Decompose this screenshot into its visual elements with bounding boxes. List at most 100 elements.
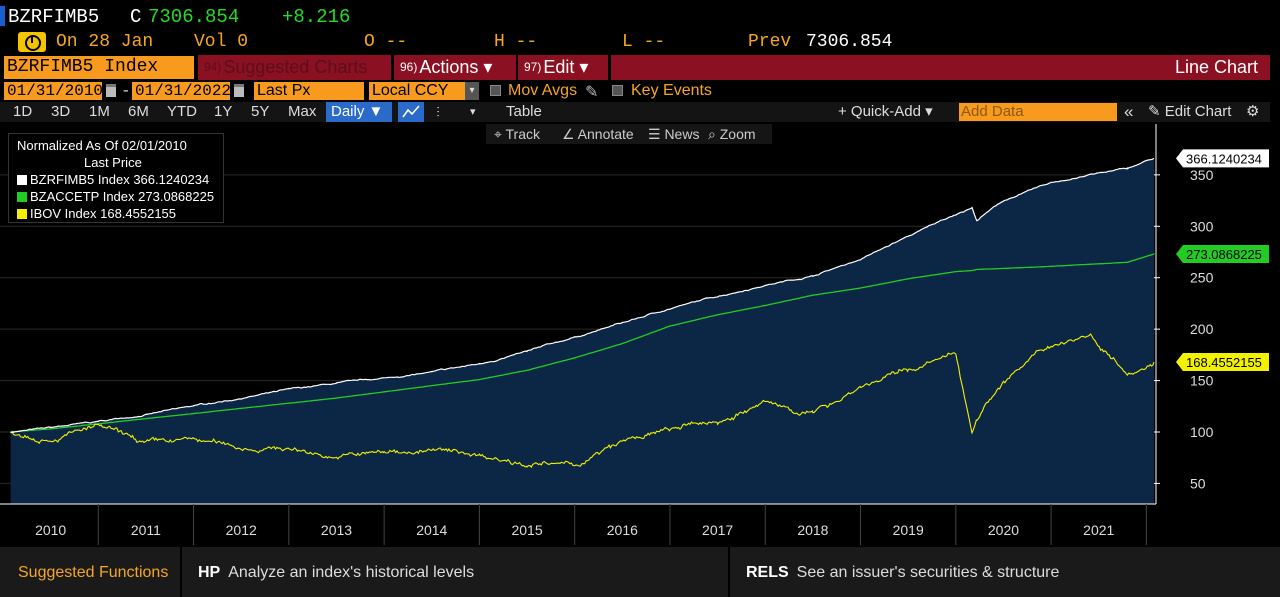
frequency-select[interactable]: Daily ▼ xyxy=(326,102,392,122)
legend-entry-name: BZACCETP Index xyxy=(30,189,135,204)
footer-divider xyxy=(728,547,730,597)
period-3d[interactable]: 3D xyxy=(51,103,71,120)
suggested-functions-label: Suggested Functions xyxy=(18,564,169,581)
field-select[interactable]: Last Px xyxy=(254,82,364,100)
mov-avgs-checkbox[interactable] xyxy=(490,85,501,96)
last-value-tag: 168.4552155 xyxy=(1176,353,1269,372)
function-link-hp[interactable]: HP Analyze an index's historical levels xyxy=(198,547,474,597)
prev-value: 7306.854 xyxy=(806,32,893,52)
quick-add-button[interactable]: + Quick-Add ▾ xyxy=(838,103,933,120)
collapse-icon[interactable]: « xyxy=(1124,102,1134,121)
chevron-down-icon[interactable]: ▾ xyxy=(465,82,479,100)
period-5y[interactable]: 5Y xyxy=(251,103,270,120)
quote-header: BZRFIMB5 C 7306.854 +8.216 xyxy=(0,4,1280,28)
legend-entry-value: 168.4552155 xyxy=(100,206,177,221)
quote-date: On 28 Jan xyxy=(56,32,154,52)
line-chart-icon[interactable] xyxy=(398,102,424,122)
period-1d[interactable]: 1D xyxy=(13,103,33,120)
low-value: L -- xyxy=(622,32,666,52)
last-value-tag: 273.0868225 xyxy=(1176,245,1269,264)
ibov-line xyxy=(10,333,1155,469)
last-value-tag-text: 168.4552155 xyxy=(1186,355,1262,370)
gear-icon[interactable]: ⚙ xyxy=(1246,103,1260,120)
news-tool[interactable]: ☰ News xyxy=(648,126,700,142)
period-1y[interactable]: 1Y xyxy=(214,103,233,120)
x-tick-label: 2017 xyxy=(702,522,733,538)
function-bar: BZRFIMB5 Index 94) Suggested Charts 96) Ac… xyxy=(0,55,1270,80)
last-price: 7306.854 xyxy=(148,6,240,28)
annotate-tool[interactable]: ∠ Annotate xyxy=(562,126,634,142)
security-tab-marker xyxy=(0,6,5,26)
quote-details: On 28 Jan Vol 0 O -- H -- L -- Prev 7306… xyxy=(0,30,1280,54)
security-field[interactable]: BZRFIMB5 Index xyxy=(4,56,194,79)
edit-label: Edit ▾ xyxy=(543,57,589,77)
period-1m[interactable]: 1M xyxy=(89,103,110,120)
y-tick-label: 50 xyxy=(1190,475,1206,491)
zoom-tool[interactable]: ⌕ Zoom xyxy=(708,126,756,142)
ticker: BZRFIMB5 xyxy=(8,6,100,28)
x-tick-label: 2015 xyxy=(511,522,542,538)
legend-title: Normalized As Of 02/01/2010 xyxy=(17,138,187,153)
legend-entry-value: 366.1240234 xyxy=(133,172,210,187)
y-tick-label: 250 xyxy=(1190,270,1214,286)
y-tick-label: 100 xyxy=(1190,424,1214,440)
chart-type-label: Line Chart xyxy=(611,55,1270,80)
period-max[interactable]: Max xyxy=(288,103,317,120)
calendar-icon[interactable] xyxy=(234,84,244,97)
actions-button[interactable]: 96) Actions ▾ xyxy=(394,55,516,80)
actions-number: 96) xyxy=(400,60,418,74)
suggested-charts-number: 94) xyxy=(204,60,222,74)
suggested-charts-button[interactable]: 94) Suggested Charts xyxy=(198,55,391,80)
x-tick-label: 2019 xyxy=(893,522,924,538)
edit-button[interactable]: 97) Edit ▾ xyxy=(518,55,608,80)
x-tick-label: 2020 xyxy=(988,522,1019,538)
actions-label: Actions ▾ xyxy=(419,57,493,77)
chevron-down-icon[interactable]: ▾ xyxy=(470,106,476,118)
function-description: Analyze an index's historical levels xyxy=(228,564,475,581)
currency-select[interactable]: Local CCY xyxy=(369,82,465,100)
calendar-icon[interactable] xyxy=(106,84,116,97)
suggested-functions-bar: Suggested Functions HP Analyze an index's… xyxy=(0,547,1280,597)
last-value-tag-text: 366.1240234 xyxy=(1186,151,1262,166)
price-change: +8.216 xyxy=(282,6,351,28)
function-link-rels[interactable]: RELS See an issuer's securities & structu… xyxy=(746,547,1059,597)
x-tick-label: 2018 xyxy=(797,522,828,538)
legend-entry-value: 273.0868225 xyxy=(138,189,215,204)
mov-avgs-label: Mov Avgs xyxy=(508,82,578,99)
legend-swatch xyxy=(17,192,27,202)
legend-entry-name: BZRFIMB5 Index xyxy=(30,172,130,187)
last-value-tag-bg xyxy=(1176,245,1269,264)
table-button[interactable]: Table xyxy=(506,103,542,120)
end-date-field[interactable]: 01/31/2022 xyxy=(132,82,231,100)
x-tick-label: 2011 xyxy=(131,522,161,538)
function-code: RELS xyxy=(746,564,789,581)
add-data-input[interactable]: Add Data xyxy=(959,103,1117,121)
legend-swatch xyxy=(17,209,27,219)
bar-chart-icon[interactable]: ⫶ xyxy=(436,104,440,120)
legend-entry: IBOV Index 168.4552155 xyxy=(17,206,176,221)
pencil-icon[interactable]: ✎ xyxy=(585,84,599,101)
track-tool[interactable]: ⌖ Track xyxy=(494,126,540,142)
high-value: H -- xyxy=(494,32,538,52)
period-6m[interactable]: 6M xyxy=(128,103,149,120)
legend-entry: BZACCETP Index 273.0868225 xyxy=(17,189,214,204)
y-tick-label: 300 xyxy=(1190,218,1214,234)
close-flag: C xyxy=(130,6,142,28)
clock-icon xyxy=(18,32,46,52)
legend-swatch xyxy=(17,175,27,185)
key-events-checkbox[interactable] xyxy=(612,85,623,96)
edit-number: 97) xyxy=(524,60,542,74)
x-tick-label: 2014 xyxy=(416,522,447,538)
start-date-field[interactable]: 01/31/2010 xyxy=(4,82,103,100)
function-description: See an issuer's securities & structure xyxy=(796,564,1060,581)
last-value-tag-bg xyxy=(1176,149,1269,168)
line-chart[interactable]: 50 100 150 200 250 300 350 2010 2011 2012 2013 2014… xyxy=(0,124,1280,545)
edit-chart-button[interactable]: ✎ Edit Chart xyxy=(1148,103,1232,120)
chart-legend: Normalized As Of 02/01/2010 Last Price B… xyxy=(8,133,224,223)
chart-toolbar: 1D 3D 1M 6M YTD 1Y 5Y Max Daily ▼ ⫶ ▾ Ta… xyxy=(0,102,1270,122)
period-ytd[interactable]: YTD xyxy=(167,103,197,120)
key-events-label: Key Events xyxy=(631,82,712,99)
last-value-tag-bg xyxy=(1176,353,1269,372)
range-bar: 01/31/2010 - 01/31/2022 Last Px Local CC… xyxy=(0,81,1280,101)
legend-entry-name: IBOV Index xyxy=(30,206,97,221)
